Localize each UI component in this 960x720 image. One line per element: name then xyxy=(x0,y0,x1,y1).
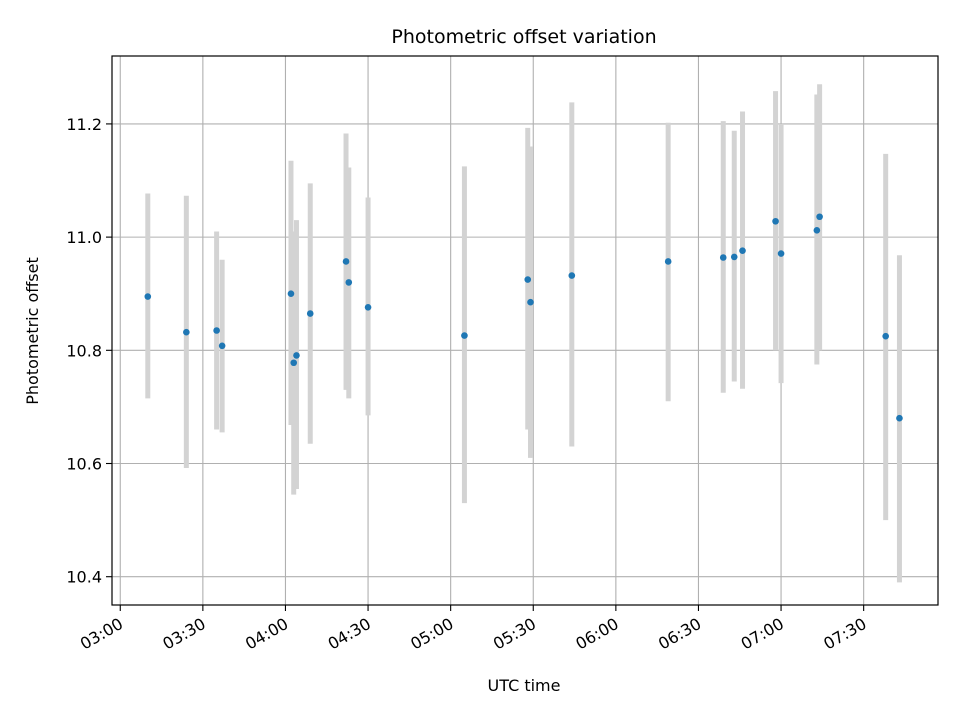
data-point xyxy=(527,298,534,306)
error-bars xyxy=(145,84,902,583)
y-axis-ticks: 10.4 10.6 10.8 11.0 11.2 xyxy=(66,115,112,587)
x-tick-label: 05:30 xyxy=(490,614,539,654)
data-point xyxy=(287,290,295,298)
data-point xyxy=(290,359,298,367)
x-tick-label: 07:00 xyxy=(738,614,787,654)
x-tick-label: 06:00 xyxy=(572,614,621,654)
data-point xyxy=(342,258,350,265)
data-point xyxy=(777,250,785,257)
x-tick-label: 07:30 xyxy=(820,614,869,654)
data-point xyxy=(772,217,779,225)
x-axis-ticks: 03:00 03:30 04:00 04:30 05:00 05:30 06:00 06:30… xyxy=(77,605,870,654)
data-point xyxy=(739,247,746,254)
x-tick-label: 04:00 xyxy=(242,614,291,654)
y-tick-label: 10.8 xyxy=(66,341,102,360)
data-point xyxy=(664,258,672,265)
y-tick-label: 10.4 xyxy=(66,568,102,587)
data-point xyxy=(524,276,532,283)
data-point xyxy=(813,227,821,234)
data-point xyxy=(306,310,314,317)
x-axis-label: UTC time xyxy=(488,676,561,695)
data-point xyxy=(345,279,353,286)
y-axis-label: Photometric offset xyxy=(23,257,42,405)
data-point xyxy=(730,253,738,261)
x-tick-label: 04:30 xyxy=(325,614,374,654)
chart-title: Photometric offset variation xyxy=(391,26,656,48)
y-tick-label: 11.2 xyxy=(66,115,102,134)
plot-frame xyxy=(111,55,939,606)
data-point xyxy=(882,332,889,340)
x-tick-label: 06:30 xyxy=(655,614,704,654)
grid xyxy=(112,56,938,605)
y-tick-label: 10.6 xyxy=(66,455,102,474)
data-point xyxy=(816,213,823,221)
data-point xyxy=(896,414,903,422)
x-tick-label: 03:30 xyxy=(159,614,208,654)
x-tick-label: 05:00 xyxy=(407,614,456,654)
data-point xyxy=(719,254,727,261)
data-point xyxy=(183,328,190,336)
data-point xyxy=(218,342,226,350)
y-tick-label: 11.0 xyxy=(66,228,102,247)
data-point xyxy=(461,332,468,339)
data-points xyxy=(144,213,903,422)
data-point xyxy=(364,303,372,311)
data-point xyxy=(293,352,300,359)
data-point xyxy=(568,272,576,279)
data-point xyxy=(144,293,152,300)
data-point xyxy=(213,327,220,334)
x-tick-label: 03:00 xyxy=(77,614,126,654)
